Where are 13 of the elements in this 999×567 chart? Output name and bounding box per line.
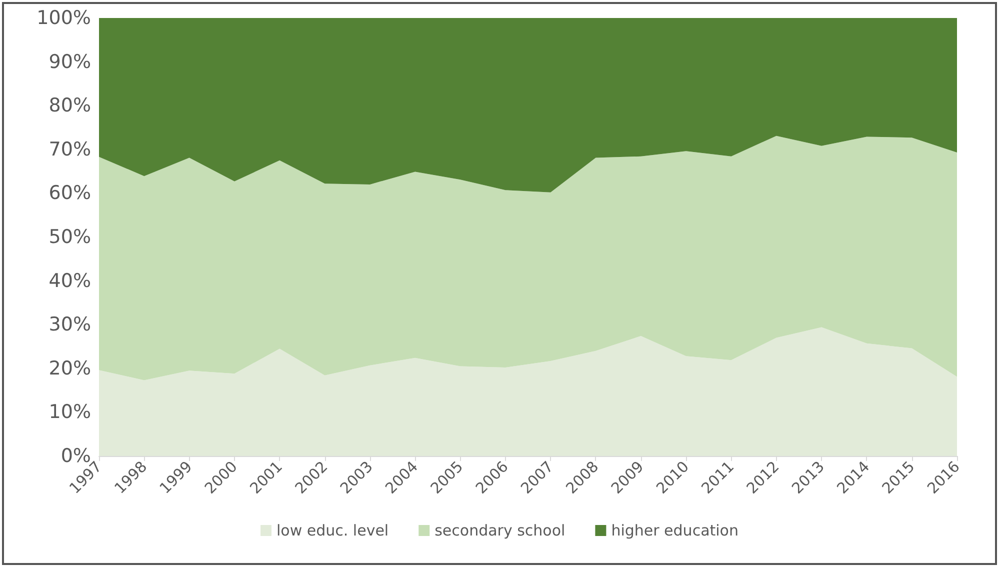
y-tick-label: 50% (48, 226, 91, 248)
y-tick-label: 60% (48, 182, 91, 204)
y-tick-label: 80% (48, 94, 91, 117)
y-tick-label: 70% (48, 138, 91, 160)
y-tick-label: 90% (48, 50, 91, 73)
y-tick-label: 100% (36, 7, 91, 29)
legend-label: higher education (611, 522, 738, 540)
legend-label: low educ. level (276, 522, 389, 540)
legend-label: secondary school (434, 522, 566, 540)
y-tick-label: 30% (48, 314, 91, 336)
y-tick-label: 40% (48, 270, 91, 292)
y-tick-label: 20% (48, 357, 91, 380)
y-tick-label: 10% (48, 401, 91, 424)
